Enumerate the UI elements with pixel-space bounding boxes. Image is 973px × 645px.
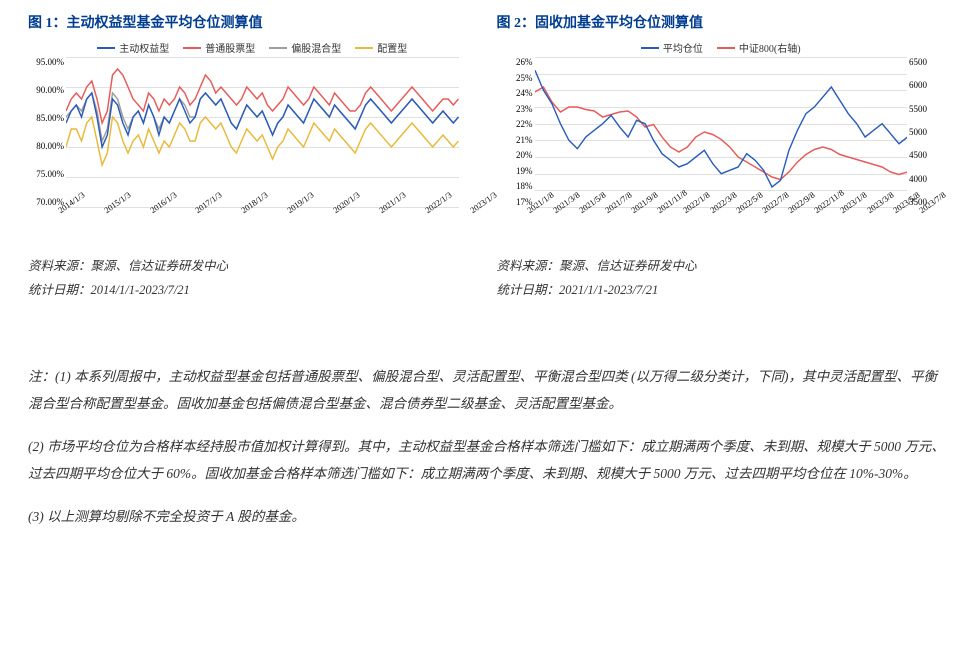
x-tick: 2023/5/8 [891, 207, 897, 215]
x-tick: 2022/1/8 [681, 207, 687, 215]
y-tick: 80.00% [28, 141, 64, 151]
y-tick: 18% [497, 181, 533, 191]
series-line [66, 69, 459, 123]
x-tick: 2023/1/8 [838, 207, 844, 215]
chart-2-source-line1: 资料来源：聚源、信达证券研发中心 [497, 255, 946, 279]
x-tick: 2017/1/3 [193, 207, 199, 215]
x-tick: 2022/11/8 [812, 207, 818, 215]
x-tick: 2022/3/8 [708, 207, 714, 215]
y-tick: 4500 [909, 150, 945, 160]
y-tick: 90.00% [28, 85, 64, 95]
legend-item: 普通股票型 [183, 40, 255, 55]
legend-swatch [355, 47, 373, 49]
y-tick: 20% [497, 150, 533, 160]
legend-label: 中证800(右轴) [739, 40, 801, 55]
y-tick: 25% [497, 73, 533, 83]
x-tick: 2021/5/8 [577, 207, 583, 215]
chart-1-y-axis: 95.00%90.00%85.00%80.00%75.00%70.00% [28, 57, 64, 207]
x-tick: 2023/3/8 [865, 207, 871, 215]
x-tick: 2018/1/3 [239, 207, 245, 215]
chart-2-lines [535, 57, 908, 207]
y-tick: 21% [497, 135, 533, 145]
x-tick: 2021/1/3 [377, 207, 383, 215]
chart-1-source-line2: 统计日期：2014/1/1-2023/7/21 [28, 279, 477, 303]
x-tick: 2021/3/8 [551, 207, 557, 215]
chart-1-box: 主动权益型普通股票型偏股混合型配置型 95.00%90.00%85.00%80.… [28, 38, 477, 233]
charts-row: 图 1：主动权益型基金平均仓位测算值 主动权益型 普通股票型 偏股混合型 配置型 95… [28, 12, 945, 303]
legend-item: 平均仓位 [641, 40, 703, 55]
x-tick: 2021/7/8 [603, 207, 609, 215]
legend-label: 配置型 [377, 40, 407, 55]
note-1: 注：(1) 本系列周报中，主动权益型基金包括普通股票型、偏股混合型、灵活配置型、… [28, 363, 945, 417]
note-3: (3) 以上测算均剔除不完全投资于 A 股的基金。 [28, 503, 945, 530]
x-tick: 2019/1/3 [285, 207, 291, 215]
x-tick: 2021/9/8 [629, 207, 635, 215]
chart-1-title: 图 1：主动权益型基金平均仓位测算值 [28, 12, 477, 32]
legend-label: 主动权益型 [119, 40, 169, 55]
x-tick: 2021/11/8 [655, 207, 661, 215]
chart-1-x-axis: 2014/1/3 2015/1/3 2016/1/3 2017/1/3 2018/1/3… [56, 207, 469, 217]
x-tick: 2022/5/8 [734, 207, 740, 215]
y-tick: 95.00% [28, 57, 64, 67]
chart-1-source: 资料来源：聚源、信达证券研发中心 统计日期：2014/1/1-2023/7/21 [28, 255, 477, 303]
legend-label: 普通股票型 [205, 40, 255, 55]
x-tick: 2022/9/8 [786, 207, 792, 215]
y-tick: 75.00% [28, 169, 64, 179]
legend-item: 主动权益型 [97, 40, 169, 55]
x-tick: 2014/1/3 [56, 207, 62, 215]
chart-2-column: 图 2：固收加基金平均仓位测算值 平均仓位中证800(右轴) 26%25%24%… [497, 12, 946, 303]
y-tick: 4000 [909, 174, 945, 184]
x-tick: 2015/1/3 [102, 207, 108, 215]
legend-swatch [641, 47, 659, 49]
y-tick: 23% [497, 104, 533, 114]
series-line [535, 70, 908, 187]
chart-2-legend: 平均仓位 中证800(右轴) [497, 38, 946, 57]
chart-2-box: 平均仓位中证800(右轴) 26%25%24%23%22%21%20%19%18… [497, 38, 946, 233]
legend-item: 中证800(右轴) [717, 40, 801, 55]
legend-swatch [97, 47, 115, 49]
y-tick: 5500 [909, 104, 945, 114]
legend-label: 偏股混合型 [291, 40, 341, 55]
x-tick: 2021/1/8 [525, 207, 531, 215]
legend-swatch [717, 47, 735, 49]
chart-1-plot: 95.00%90.00%85.00%80.00%75.00%70.00% [66, 57, 459, 207]
chart-2-plot: 26%25%24%23%22%21%20%19%18%17% 650060005… [535, 57, 908, 207]
chart-1-legend: 主动权益型 普通股票型 偏股混合型 配置型 [28, 38, 477, 57]
legend-item: 配置型 [355, 40, 407, 55]
y-tick: 85.00% [28, 113, 64, 123]
x-tick: 2016/1/3 [148, 207, 154, 215]
note-2: (2) 市场平均仓位为合格样本经持股市值加权计算得到。其中，主动权益型基金合格样… [28, 433, 945, 487]
grid-line [66, 207, 459, 208]
chart-2-y-axis-right: 6500600055005000450040003500 [909, 57, 945, 207]
y-tick: 22% [497, 119, 533, 129]
chart-1-column: 图 1：主动权益型基金平均仓位测算值 主动权益型 普通股票型 偏股混合型 配置型 95… [28, 12, 477, 303]
x-tick: 2023/1/3 [468, 207, 474, 215]
chart-2-y-axis-left: 26%25%24%23%22%21%20%19%18%17% [497, 57, 533, 207]
legend-item: 偏股混合型 [269, 40, 341, 55]
series-line [66, 93, 459, 141]
chart-2-source: 资料来源：聚源、信达证券研发中心 统计日期：2021/1/1-2023/7/21 [497, 255, 946, 303]
legend-label: 平均仓位 [663, 40, 703, 55]
chart-1-lines [66, 57, 459, 207]
legend-swatch [269, 47, 287, 49]
y-tick: 26% [497, 57, 533, 67]
series-line [66, 117, 459, 165]
y-tick: 5000 [909, 127, 945, 137]
chart-2-x-axis: 2021/1/8 2021/3/8 2021/5/8 2021/7/8 2021/9/8… [525, 207, 918, 217]
y-tick: 6000 [909, 80, 945, 90]
legend-swatch [183, 47, 201, 49]
chart-1-source-line1: 资料来源：聚源、信达证券研发中心 [28, 255, 477, 279]
y-tick: 6500 [909, 57, 945, 67]
chart-2-source-line2: 统计日期：2021/1/1-2023/7/21 [497, 279, 946, 303]
y-tick: 19% [497, 166, 533, 176]
x-tick: 2020/1/3 [331, 207, 337, 215]
x-tick: 2022/1/3 [423, 207, 429, 215]
notes-section: 注：(1) 本系列周报中，主动权益型基金包括普通股票型、偏股混合型、灵活配置型、… [28, 363, 945, 530]
y-tick: 24% [497, 88, 533, 98]
chart-2-title: 图 2：固收加基金平均仓位测算值 [497, 12, 946, 32]
x-tick: 2022/7/8 [760, 207, 766, 215]
x-tick: 2023/7/8 [917, 207, 923, 215]
